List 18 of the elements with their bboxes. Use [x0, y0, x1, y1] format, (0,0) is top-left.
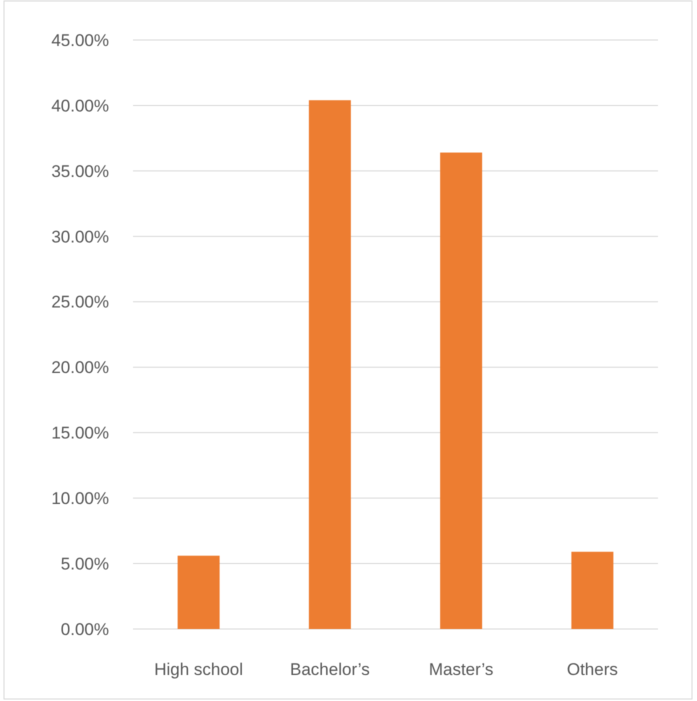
y-tick-label: 20.00% [51, 358, 109, 378]
bar [440, 152, 482, 629]
y-tick-label: 35.00% [51, 162, 109, 181]
y-tick-label: 5.00% [60, 554, 109, 574]
y-tick-label: 45.00% [51, 30, 109, 50]
x-tick-label: Others [566, 660, 618, 679]
y-tick-label: 0.00% [60, 620, 109, 639]
x-tick-label: Master’s [428, 660, 494, 679]
y-tick-label: 30.00% [51, 227, 109, 246]
x-tick-label: Bachelor’s [290, 660, 370, 679]
y-tick-label: 10.00% [51, 489, 109, 508]
bar [308, 100, 351, 629]
y-tick-label: 25.00% [51, 292, 109, 312]
y-tick-label: 40.00% [51, 96, 109, 116]
x-tick-label: High school [154, 660, 244, 679]
y-tick-label: 15.00% [51, 424, 109, 443]
bar [178, 556, 220, 629]
bar [571, 552, 614, 629]
